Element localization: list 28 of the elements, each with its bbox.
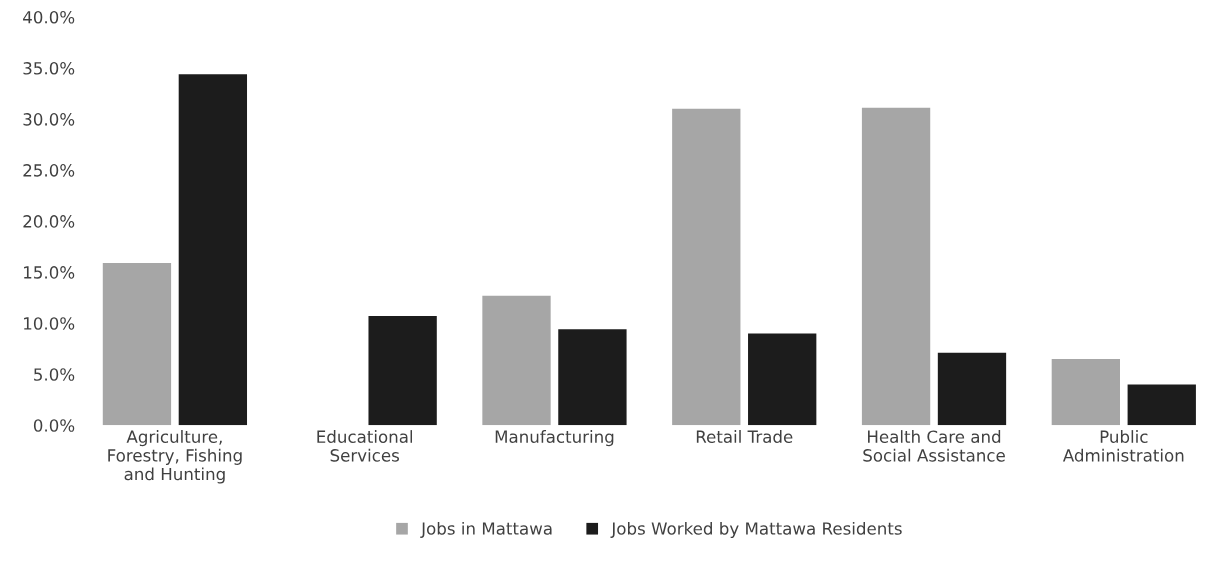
x-tick-label: Public Administration [1062, 430, 1184, 462]
x-tick-label: Agriculture, Forestry, Fishing and Hunting [108, 430, 242, 484]
y-tick-label: 25.0% [23, 164, 75, 177]
x-tick-label: Health Care and Social Assistance [863, 430, 1005, 462]
x-tick-label: Educational Services [317, 430, 413, 462]
y-tick-label: 0.0% [33, 419, 75, 432]
y-tick-label: 30.0% [23, 113, 75, 126]
y-tick-label: 20.0% [23, 215, 75, 228]
bar [368, 316, 437, 426]
legend-label: Jobs in Mattawa [420, 521, 552, 538]
y-tick-label: 10.0% [24, 317, 75, 330]
y-tick-label: 40.0% [23, 10, 75, 24]
bar [861, 107, 931, 426]
x-tick-label: Manufacturing [495, 430, 614, 447]
bar [482, 295, 551, 426]
bar [1051, 358, 1120, 426]
bar [102, 262, 172, 426]
bar [1127, 384, 1196, 426]
y-tick-label: 5.0% [34, 368, 75, 381]
legend-label: Jobs Worked by Mattawa Residents [610, 521, 902, 539]
bar [748, 333, 817, 426]
bar [178, 74, 248, 426]
y-tick-label: 35.0% [23, 62, 75, 75]
bar [937, 352, 1007, 426]
y-tick-label: 15.0% [24, 266, 75, 279]
bar [558, 329, 627, 426]
x-tick-label: Retail Trade [696, 430, 793, 444]
bar [672, 108, 741, 426]
